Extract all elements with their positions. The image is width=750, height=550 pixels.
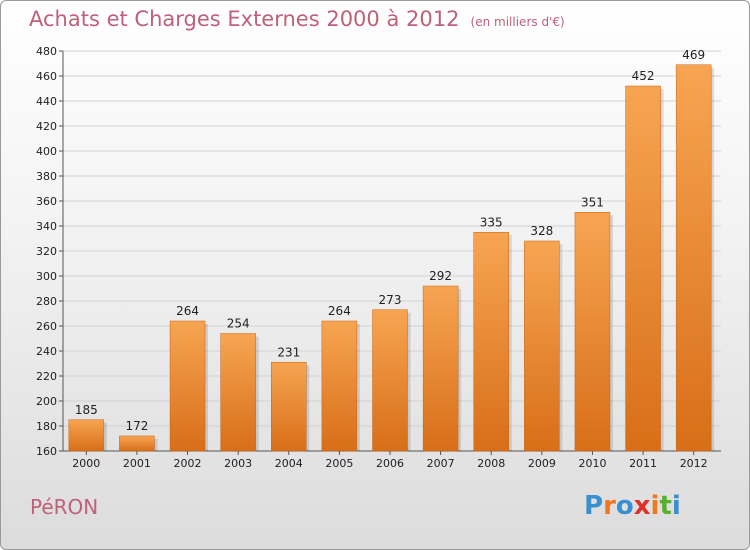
- x-tick-label: 2006: [376, 457, 404, 470]
- y-tick-label: 480: [36, 45, 57, 58]
- chart-title-block: Achats et Charges Externes 2000 à 2012 (…: [29, 7, 565, 31]
- bar: [524, 240, 560, 452]
- y-tick-label: 340: [36, 220, 57, 233]
- logo-letter: t: [659, 491, 672, 521]
- bar: [473, 232, 509, 452]
- logo-letter: o: [615, 491, 634, 521]
- x-tick-label: 2005: [325, 457, 353, 470]
- commune-name: PéRON: [30, 495, 99, 519]
- x-tick-label: 2002: [174, 457, 202, 470]
- x-tick-label: 2000: [72, 457, 100, 470]
- bar: [220, 333, 256, 452]
- bar-value-label: 273: [379, 293, 402, 307]
- y-tick-label: 260: [36, 320, 57, 333]
- chart-subtitle: (en milliers d'€): [470, 15, 565, 29]
- bar: [169, 320, 206, 452]
- x-tick-label: 2009: [528, 457, 556, 470]
- bar-value-label: 351: [581, 195, 604, 209]
- bar: [574, 212, 611, 452]
- bar: [422, 285, 459, 452]
- bar-value-label: 335: [480, 215, 503, 229]
- logo-letter: r: [603, 491, 616, 521]
- chart-title: Achats et Charges Externes 2000 à 2012: [29, 7, 460, 31]
- bar-value-label: 231: [277, 345, 300, 359]
- y-tick-label: 240: [36, 345, 57, 358]
- bar-value-label: 452: [632, 69, 655, 83]
- x-tick-label: 2007: [427, 457, 455, 470]
- y-tick-label: 200: [36, 395, 57, 408]
- bar-value-label: 264: [328, 304, 351, 318]
- y-tick-label: 280: [36, 295, 57, 308]
- logo-letter: i: [671, 491, 681, 521]
- y-tick-label: 300: [36, 270, 57, 283]
- bar-value-label: 264: [176, 304, 199, 318]
- bar-value-label: 328: [530, 224, 553, 238]
- x-tick-label: 2004: [275, 457, 303, 470]
- bar-value-label: 292: [429, 269, 452, 283]
- x-tick-label: 2001: [123, 457, 151, 470]
- bar: [119, 435, 155, 452]
- bar-value-label: 469: [682, 48, 705, 62]
- logo-letter: i: [650, 491, 660, 521]
- bar: [675, 64, 712, 452]
- bar: [68, 419, 105, 452]
- bar: [321, 320, 358, 452]
- x-tick-label: 2003: [224, 457, 252, 470]
- bar-value-label: 172: [125, 419, 148, 433]
- x-tick-label: 2011: [629, 457, 657, 470]
- bar: [372, 309, 408, 452]
- y-tick-label: 400: [36, 145, 57, 158]
- logo-letter: x: [633, 491, 651, 521]
- proxiti-logo: Proxiti: [584, 491, 681, 521]
- bar: [625, 85, 661, 452]
- y-tick-label: 460: [36, 70, 57, 83]
- y-tick-label: 220: [36, 370, 57, 383]
- y-tick-label: 160: [36, 445, 57, 458]
- y-tick-label: 440: [36, 95, 57, 108]
- x-tick-label: 2008: [477, 457, 505, 470]
- bar-value-label: 254: [227, 317, 250, 331]
- x-tick-label: 2012: [680, 457, 708, 470]
- y-tick-label: 380: [36, 170, 57, 183]
- y-tick-label: 180: [36, 420, 57, 433]
- y-tick-label: 320: [36, 245, 57, 258]
- y-tick-label: 420: [36, 120, 57, 133]
- y-tick-label: 360: [36, 195, 57, 208]
- x-tick-label: 2010: [578, 457, 606, 470]
- bar: [271, 362, 307, 452]
- bar-value-label: 185: [75, 403, 98, 417]
- logo-letter: P: [584, 491, 604, 521]
